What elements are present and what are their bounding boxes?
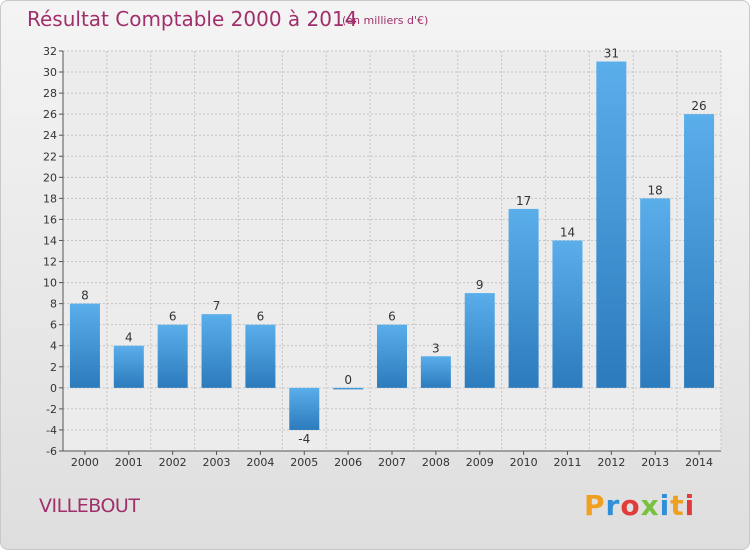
- y-tick-label: -4: [46, 424, 57, 437]
- data-label: 14: [560, 225, 575, 239]
- data-label: 4: [125, 331, 133, 345]
- x-tick-label: 2010: [510, 456, 538, 469]
- bar: [333, 387, 364, 390]
- bar: [420, 356, 451, 388]
- proxiti-logo[interactable]: Proxiti: [584, 489, 695, 522]
- x-tick-label: 2005: [290, 456, 318, 469]
- x-tick-label: 2013: [641, 456, 669, 469]
- bar: [289, 387, 320, 430]
- bar: [508, 208, 539, 388]
- data-label: 7: [213, 299, 221, 313]
- x-tick-label: 2012: [597, 456, 625, 469]
- data-label: 6: [169, 310, 177, 324]
- x-tick-label: 2007: [378, 456, 406, 469]
- y-tick-label: 2: [50, 361, 57, 374]
- data-label: 8: [81, 289, 89, 303]
- x-tick-label: 2006: [334, 456, 362, 469]
- chart-subtitle: (en milliers d'€): [342, 14, 429, 27]
- y-tick-label: 10: [43, 277, 57, 290]
- y-tick-label: 14: [43, 234, 57, 247]
- x-tick-label: 2003: [203, 456, 231, 469]
- y-tick-label: 0: [50, 382, 57, 395]
- x-tick-label: 2008: [422, 456, 450, 469]
- y-tick-label: 30: [43, 66, 57, 79]
- y-tick-label: 18: [43, 192, 57, 205]
- bar: [157, 324, 188, 388]
- data-label: 6: [257, 310, 265, 324]
- y-tick-label: 8: [50, 298, 57, 311]
- x-tick-label: 2000: [71, 456, 99, 469]
- logo-letter: i: [659, 489, 671, 522]
- bar: [69, 303, 100, 388]
- data-label: 3: [432, 341, 440, 355]
- data-label: 18: [648, 183, 663, 197]
- x-tick-label: 2014: [685, 456, 713, 469]
- data-label: 6: [388, 310, 396, 324]
- logo-letter: r: [605, 489, 621, 522]
- data-label: 0: [344, 373, 352, 387]
- bar: [552, 240, 583, 388]
- y-tick-label: 20: [43, 171, 57, 184]
- logo-letter: P: [584, 489, 606, 522]
- data-label: 26: [691, 99, 706, 113]
- x-tick-label: 2011: [553, 456, 581, 469]
- bar: [684, 114, 715, 388]
- bar: [596, 61, 627, 388]
- bar: [464, 293, 495, 388]
- data-label: 31: [604, 47, 619, 61]
- y-tick-label: 28: [43, 87, 57, 100]
- x-tick-label: 2009: [466, 456, 494, 469]
- x-tick-label: 2004: [246, 456, 274, 469]
- y-tick-label: 12: [43, 256, 57, 269]
- chart-title: Résultat Comptable 2000 à 2014: [27, 7, 358, 31]
- x-tick-label: 2001: [115, 456, 143, 469]
- y-tick-label: 4: [50, 340, 57, 353]
- y-tick-label: 26: [43, 108, 57, 121]
- bar: [377, 324, 407, 388]
- logo-letter: i: [684, 489, 696, 522]
- y-tick-label: -6: [46, 445, 57, 458]
- data-label: 17: [516, 194, 531, 208]
- y-tick-label: 32: [43, 45, 57, 58]
- bar: [245, 324, 276, 388]
- logo-letter: x: [640, 489, 660, 522]
- y-tick-label: 6: [50, 319, 57, 332]
- y-tick-label: 22: [43, 150, 57, 163]
- bar: [113, 345, 144, 388]
- logo-letter: o: [620, 489, 641, 522]
- data-label: 9: [476, 278, 484, 292]
- y-tick-label: -2: [46, 403, 57, 416]
- bar: [201, 314, 232, 388]
- y-tick-label: 16: [43, 213, 57, 226]
- data-label: -4: [298, 432, 310, 446]
- commune-name: VILLEBOUT: [39, 495, 140, 517]
- bar: [640, 198, 671, 388]
- y-tick-label: 24: [43, 129, 57, 142]
- x-tick-label: 2002: [159, 456, 187, 469]
- logo-letter: t: [670, 489, 685, 522]
